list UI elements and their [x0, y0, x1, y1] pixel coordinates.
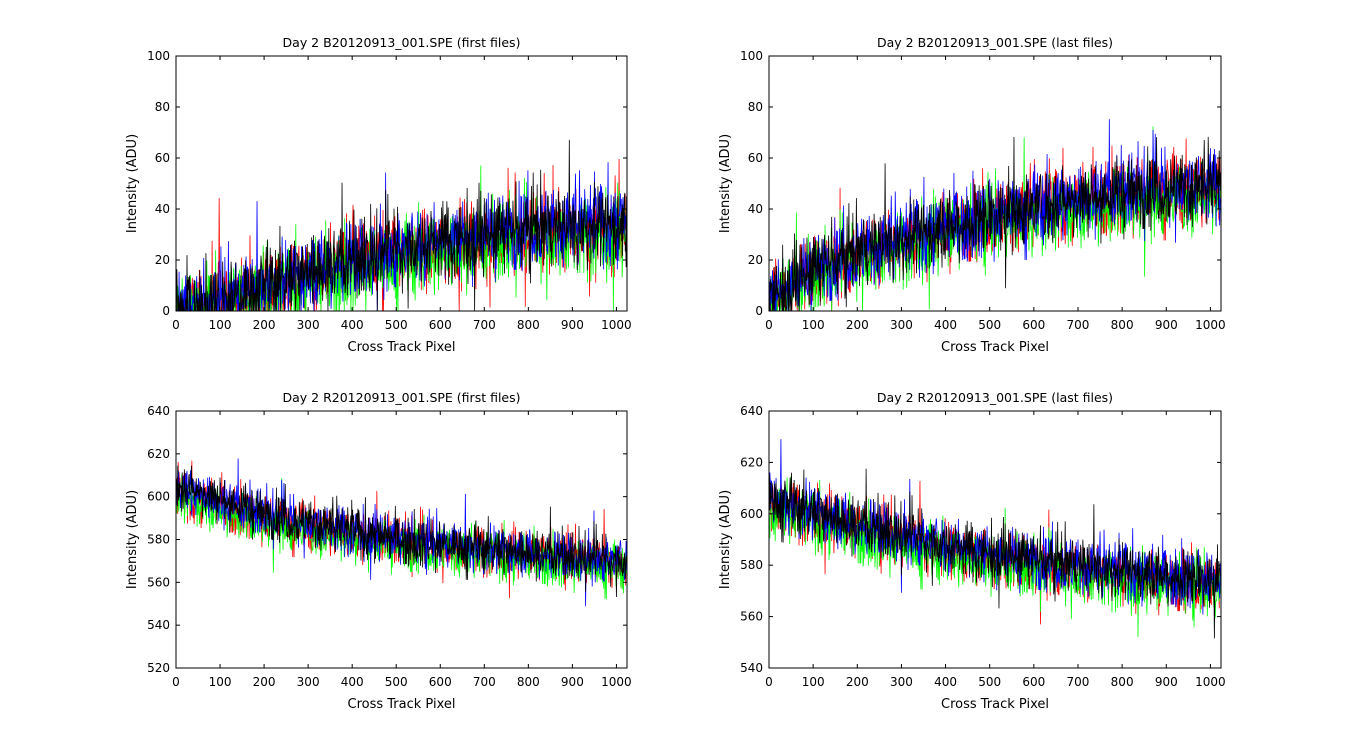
x-tick-label: 100: [209, 318, 232, 332]
x-tick-label: 400: [341, 318, 364, 332]
chart-3: 0 100 200 300 400 500 600 700 800 900 1000 520 540 56…: [125, 390, 632, 712]
y-tick-label: 620: [147, 447, 170, 461]
y-axis-label: Intensity (ADU): [125, 134, 140, 233]
x-tick-label: 0: [765, 675, 773, 689]
x-tick-label: 0: [765, 318, 773, 332]
series-line-4: [769, 468, 1221, 639]
x-tick-label: 700: [473, 675, 496, 689]
y-tick-label: 60: [748, 151, 763, 165]
y-axis-label: Intensity (ADU): [718, 134, 733, 233]
x-tick-label: 0: [172, 675, 180, 689]
x-tick-label: 300: [297, 675, 320, 689]
x-tick-label: 200: [253, 318, 276, 332]
x-axis-label: Cross Track Pixel: [941, 697, 1049, 712]
x-tick-label: 400: [934, 675, 957, 689]
x-tick-label: 900: [1155, 675, 1178, 689]
x-tick-label: 1000: [1195, 675, 1226, 689]
x-tick-label: 900: [561, 318, 584, 332]
y-tick-label: 600: [740, 507, 763, 521]
y-tick-label: 80: [155, 100, 170, 114]
y-tick-label: 20: [155, 253, 170, 267]
series-group: [176, 453, 627, 607]
y-tick-label: 520: [147, 661, 170, 675]
y-tick-label: 540: [147, 618, 170, 632]
x-tick-label: 300: [890, 318, 913, 332]
plot-area: [176, 411, 627, 668]
x-tick-label: 500: [978, 675, 1001, 689]
axes-frame: [768, 410, 1222, 669]
x-tick-label: 0: [172, 318, 180, 332]
x-tick-label: 200: [846, 318, 869, 332]
y-tick-label: 0: [755, 304, 763, 318]
y-tick-label: 580: [147, 533, 170, 547]
y-tick-label: 100: [147, 49, 170, 63]
y-tick-label: 560: [147, 575, 170, 589]
x-tick-label: 1000: [601, 318, 632, 332]
y-tick-label: 600: [147, 490, 170, 504]
x-tick-label: 100: [802, 318, 825, 332]
x-tick-label: 600: [1022, 318, 1045, 332]
series-line-4: [176, 465, 627, 598]
x-tick-label: 900: [1155, 318, 1178, 332]
series-line-4: [769, 136, 1221, 311]
x-tick-label: 1000: [601, 675, 632, 689]
y-tick-label: 640: [147, 404, 170, 418]
y-tick-label: 640: [740, 404, 763, 418]
chart-title: Day 2 B20120913_001.SPE (first files): [283, 35, 521, 50]
y-axis-label: Intensity (ADU): [125, 490, 140, 589]
x-tick-label: 900: [561, 675, 584, 689]
y-axis-label: Intensity (ADU): [718, 490, 733, 589]
x-tick-label: 600: [429, 318, 452, 332]
x-tick-label: 800: [517, 675, 540, 689]
y-tick-label: 0: [162, 304, 170, 318]
chart-title: Day 2 B20120913_001.SPE (last files): [877, 35, 1113, 50]
x-tick-label: 200: [253, 675, 276, 689]
x-tick-label: 500: [385, 318, 408, 332]
y-tick-label: 60: [155, 151, 170, 165]
x-axis-label: Cross Track Pixel: [941, 340, 1049, 355]
x-tick-label: 100: [802, 675, 825, 689]
y-tick-label: 100: [740, 49, 763, 63]
chart-2: 0 100 200 300 400 500 600 700 800 900 1000 0 20 40 60 8…: [718, 35, 1226, 355]
chart-title: Day 2 R20120913_001.SPE (first files): [282, 390, 520, 405]
y-tick-label: 20: [748, 253, 763, 267]
axes-frame: [768, 55, 1222, 312]
y-tick-label: 560: [740, 610, 763, 624]
x-tick-label: 700: [1067, 318, 1090, 332]
chart-1: 0 100 200 300 400 500 600 700 800 900 1000 0 20 40 60 8…: [125, 35, 632, 355]
chart-title: Day 2 R20120913_001.SPE (last files): [877, 390, 1113, 405]
x-tick-label: 300: [890, 675, 913, 689]
y-tick-label: 40: [155, 202, 170, 216]
y-tick-label: 40: [748, 202, 763, 216]
x-axis-label: Cross Track Pixel: [348, 340, 456, 355]
y-tick-label: 540: [740, 661, 763, 675]
x-tick-label: 200: [846, 675, 869, 689]
x-tick-label: 600: [1022, 675, 1045, 689]
series-line-3: [769, 439, 1221, 615]
y-tick-label: 620: [740, 455, 763, 469]
axes-frame: [175, 55, 628, 312]
y-tick-label: 80: [748, 100, 763, 114]
x-axis-label: Cross Track Pixel: [348, 697, 456, 712]
series-group: [176, 139, 627, 311]
x-tick-label: 800: [1111, 675, 1134, 689]
x-tick-label: 600: [429, 675, 452, 689]
x-tick-label: 400: [341, 675, 364, 689]
x-tick-label: 500: [385, 675, 408, 689]
x-tick-label: 300: [297, 318, 320, 332]
y-tick-label: 580: [740, 558, 763, 572]
series-line-4: [176, 139, 627, 311]
x-tick-label: 800: [1111, 318, 1134, 332]
x-tick-label: 1000: [1195, 318, 1226, 332]
series-group: [769, 119, 1221, 311]
x-tick-label: 500: [978, 318, 1001, 332]
x-tick-label: 700: [1067, 675, 1090, 689]
series-group: [769, 439, 1221, 639]
chart-4: 0 100 200 300 400 500 600 700 800 900 1000 540 560 58…: [718, 390, 1226, 712]
x-tick-label: 800: [517, 318, 540, 332]
x-tick-label: 400: [934, 318, 957, 332]
x-tick-label: 700: [473, 318, 496, 332]
x-tick-label: 100: [209, 675, 232, 689]
